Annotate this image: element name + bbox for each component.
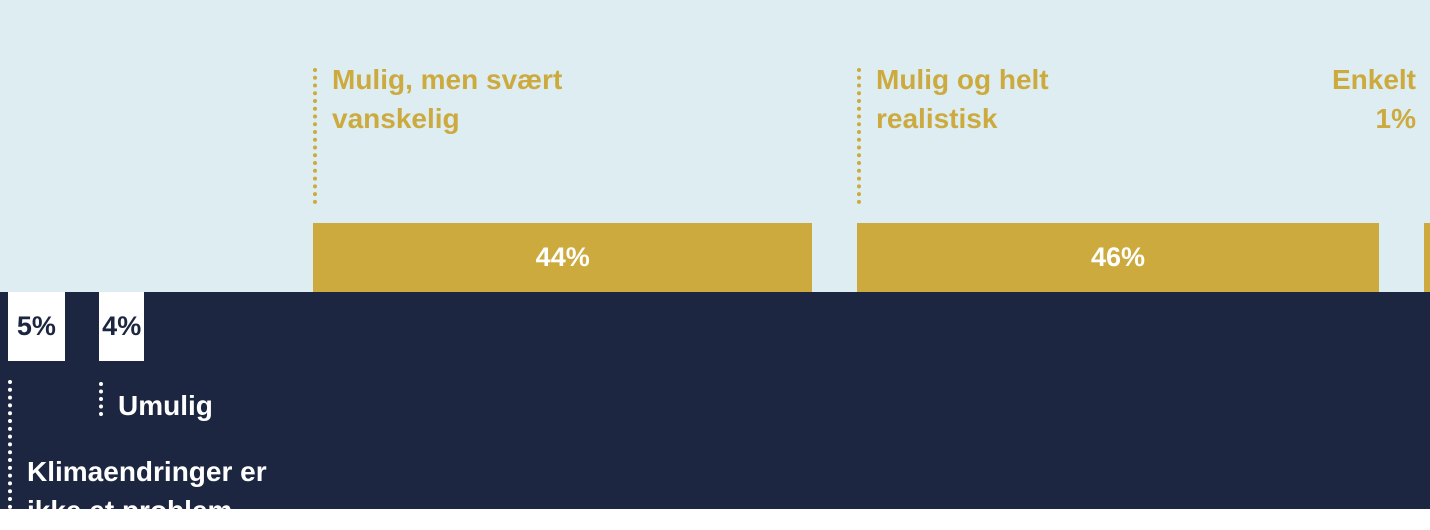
value-label: 46% xyxy=(1091,242,1146,272)
category-label: Enkelt xyxy=(1331,64,1416,95)
category-label: Mulig, men svært vanskelig xyxy=(332,64,563,134)
value-label: 4% xyxy=(102,311,142,341)
connector xyxy=(8,380,12,509)
bar: 5% xyxy=(8,292,65,361)
page: (() => { const data = JSON.parse(documen… xyxy=(0,0,1430,509)
value-label: 1% xyxy=(1375,103,1416,134)
bar: 46% xyxy=(857,223,1380,292)
connector xyxy=(857,68,861,204)
connector xyxy=(99,382,103,416)
category-label: Mulig og helt realistisk xyxy=(876,64,1049,134)
value-label: 5% xyxy=(16,311,56,341)
category-label: Umulig xyxy=(118,390,213,421)
lower-panel xyxy=(0,292,1430,509)
value-label: 44% xyxy=(535,242,590,272)
bar: 4% xyxy=(99,292,145,361)
bar xyxy=(1424,223,1430,292)
connector xyxy=(313,68,317,204)
category-label: Klimaendringer er ikke et problem xyxy=(27,456,267,526)
bar: 44% xyxy=(313,223,813,292)
